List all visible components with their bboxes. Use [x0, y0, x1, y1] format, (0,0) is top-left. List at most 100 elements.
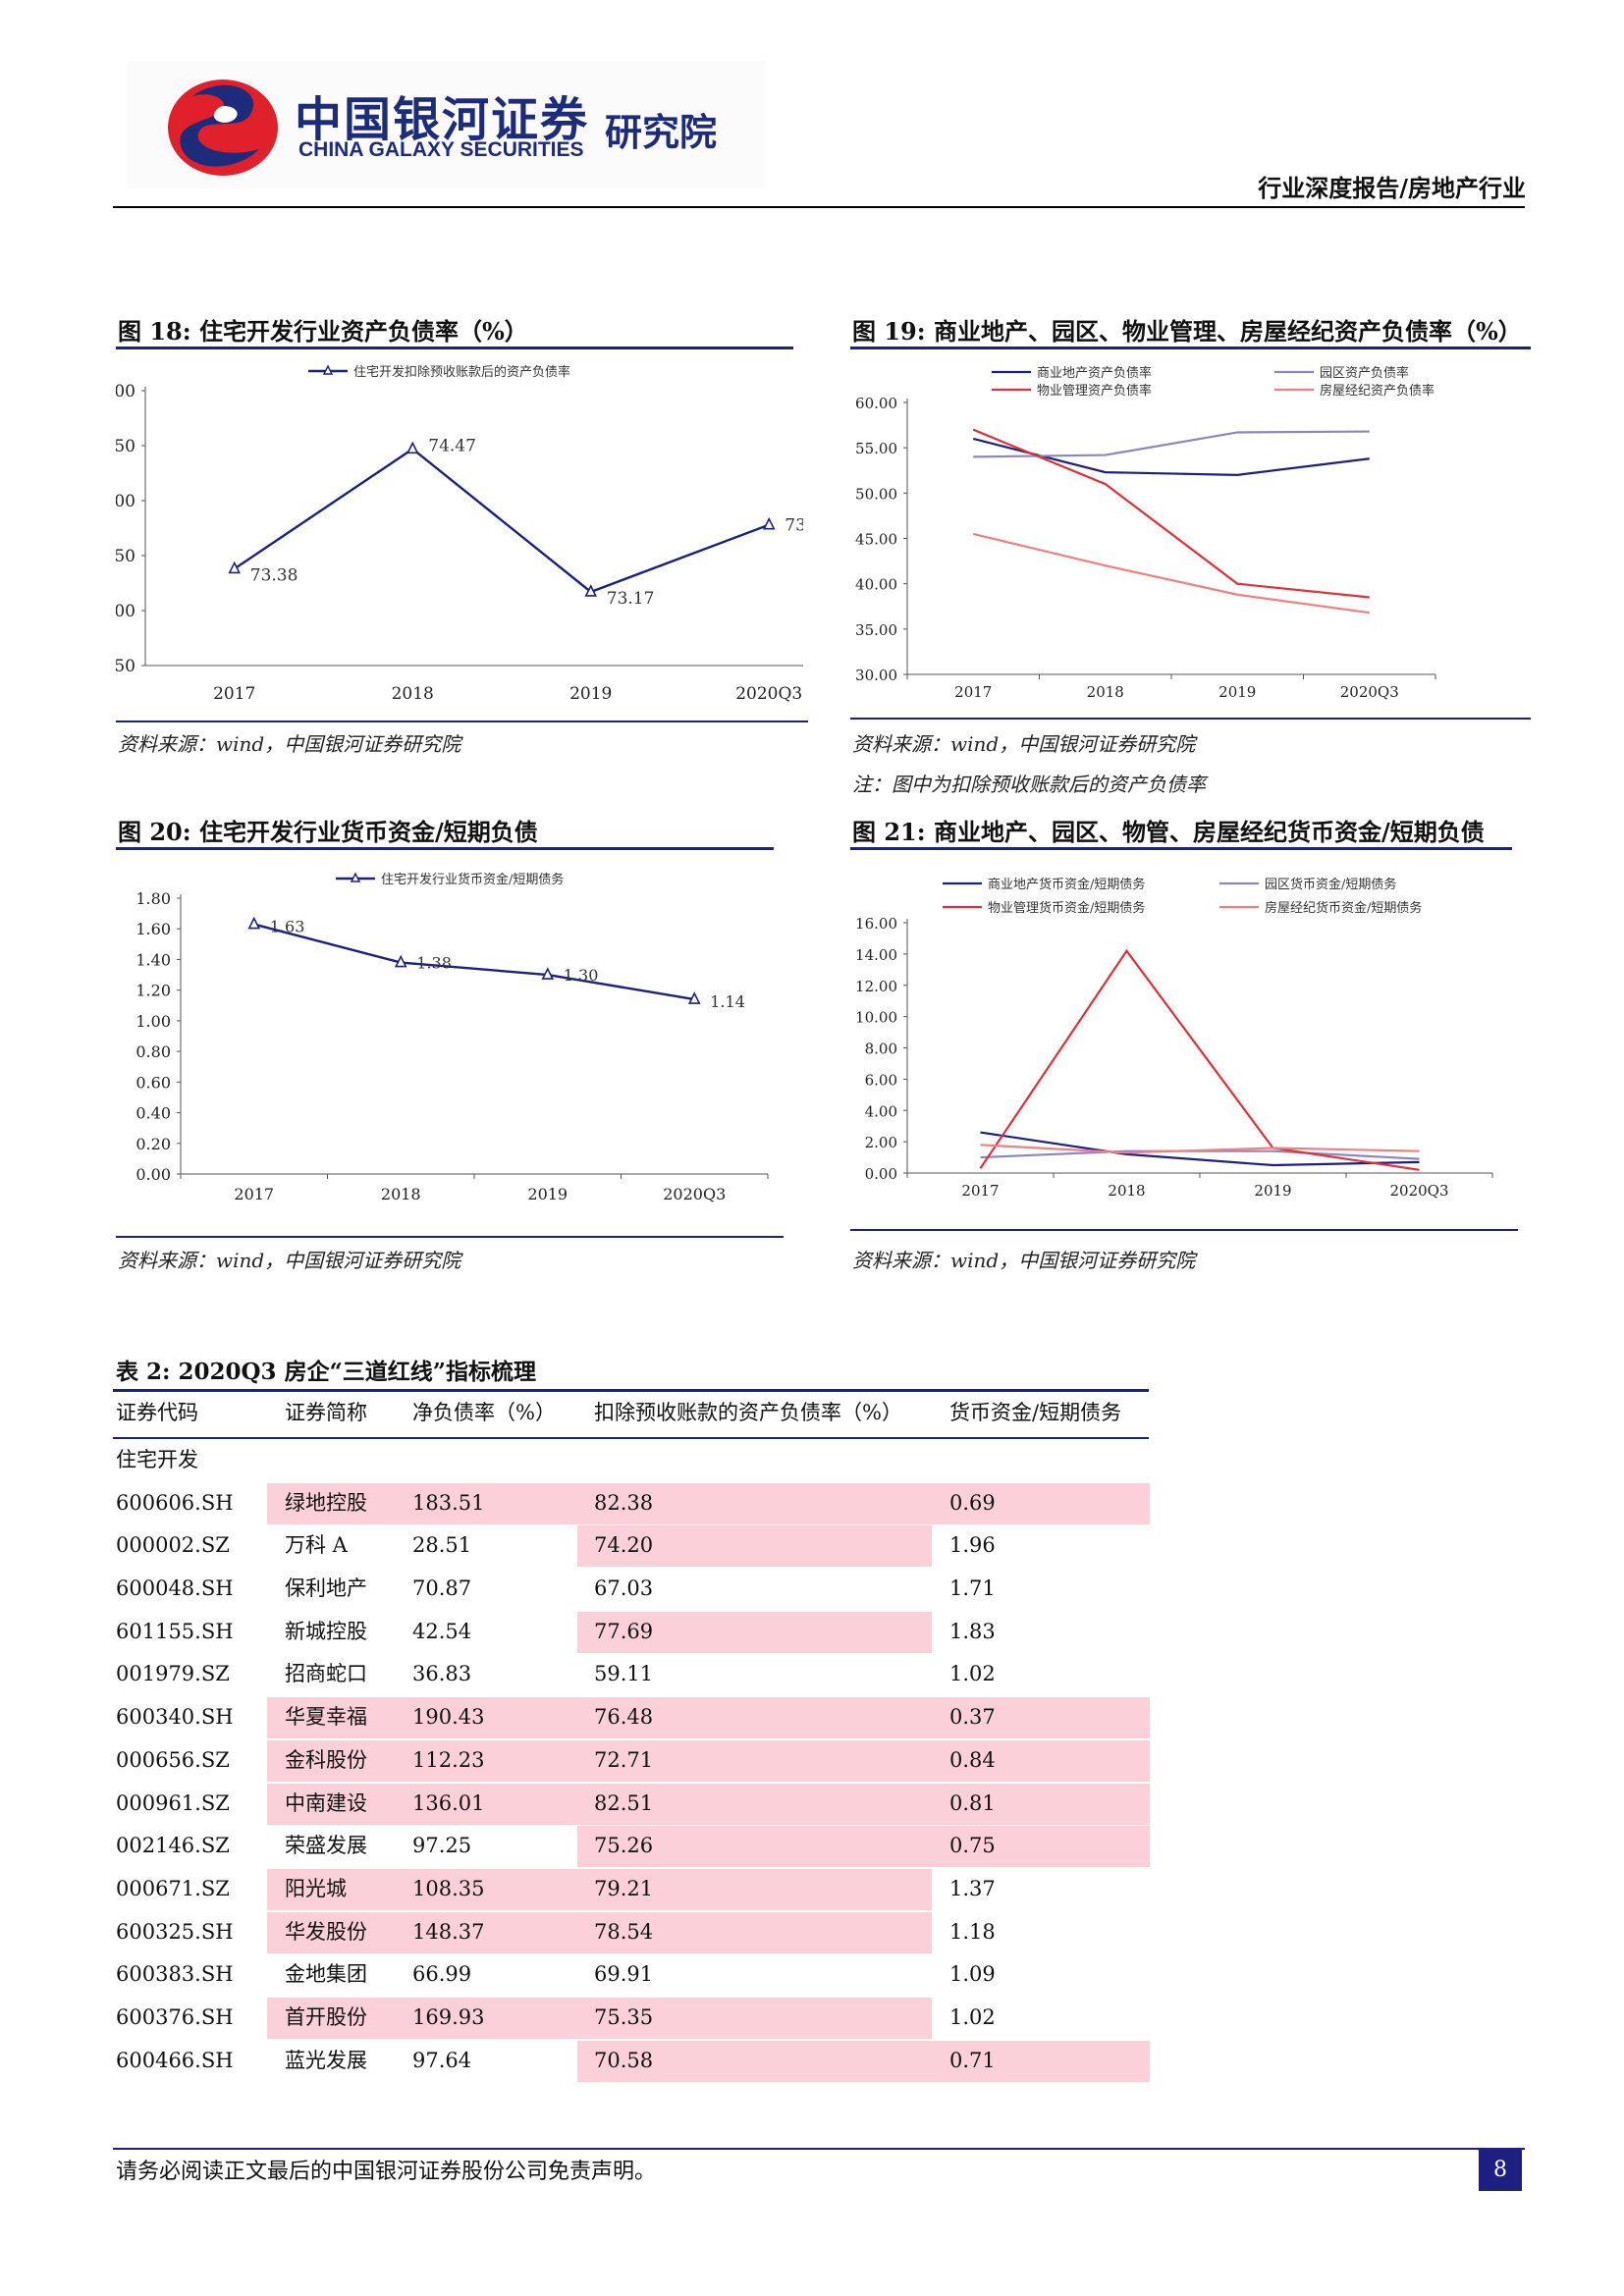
data-label: 73.38 — [250, 565, 298, 585]
table-row: 000656.SZ 金科股份 112.23 72.71 0.84 — [113, 1739, 1150, 1783]
y-tick-label: 40.00 — [855, 576, 897, 594]
data-label: 74.47 — [428, 436, 476, 455]
legend-label: 园区资产负债率 — [1320, 365, 1409, 381]
table-header: 证券代码 证券简称 净负债率（%） 扣除预收账款的资产负债率（%） 货币资金/短… — [113, 1389, 1149, 1439]
y-tick-label: 16.00 — [855, 915, 897, 933]
highlight-cell — [577, 1525, 932, 1568]
data-point-marker — [228, 561, 242, 574]
x-tick-label: 2020Q3 — [663, 1185, 726, 1203]
highlight-cell — [577, 1783, 932, 1825]
header-debt-ratio: 扣除预收账款的资产负债率（%） — [594, 1401, 902, 1424]
y-tick-label: 1.80 — [135, 889, 171, 908]
legend-label: 房屋经纪货币资金/短期债务 — [1265, 900, 1422, 916]
cell-debt-ratio: 74.20 — [594, 1533, 654, 1558]
header-name: 证券简称 — [285, 1401, 367, 1424]
y-tick-label: 12.00 — [855, 978, 897, 995]
legend-label: 商业地产资产负债率 — [1037, 365, 1152, 381]
series-line-1 — [980, 1149, 1420, 1160]
page-number: 8 — [1479, 2150, 1522, 2191]
fig20-bottom-rule — [116, 1236, 784, 1238]
highlight-cell — [577, 1911, 932, 1953]
cell-debt-ratio: 82.51 — [594, 1790, 654, 1815]
cell-name: 华发股份 — [285, 1919, 367, 1944]
highlight-cell — [267, 1868, 577, 1910]
x-tick-label: 2020Q3 — [1340, 683, 1399, 701]
fig18-chart: 72.50 73.00 73.50 74.00 74.50 75.00 2017 2018 20… — [116, 364, 803, 704]
y-tick-label: 6.00 — [865, 1071, 897, 1089]
cell-code: 001979.SZ — [116, 1662, 230, 1686]
y-tick-label: 55.00 — [855, 440, 897, 457]
highlight-cell — [932, 1826, 1150, 1868]
data-label: 1.14 — [710, 992, 745, 1011]
y-tick-label: 74.50 — [116, 437, 135, 456]
cell-net-debt: 108.35 — [412, 1876, 485, 1900]
cell-code: 600340.SH — [116, 1705, 234, 1730]
cell-code: 002146.SZ — [116, 1834, 230, 1858]
cell-net-debt: 190.43 — [412, 1705, 485, 1730]
cell-debt-ratio: 76.48 — [594, 1705, 654, 1730]
highlight-cell — [577, 1611, 932, 1653]
highlight-cell — [577, 1697, 932, 1739]
footer-divider — [113, 2148, 1525, 2150]
y-tick-label: 0.20 — [135, 1135, 171, 1153]
table-row: 600325.SH 华发股份 148.37 78.54 1.18 — [113, 1911, 1149, 1954]
y-tick-label: 0.00 — [865, 1165, 897, 1183]
fig18-title: 图 18: 住宅开发行业资产负债率（%） — [118, 317, 528, 346]
highlight-cell — [267, 1783, 577, 1825]
data-label: 1.63 — [270, 918, 305, 936]
cell-cash-ratio: 1.71 — [949, 1576, 996, 1601]
fig19-title: 图 19: 商业地产、园区、物业管理、房屋经纪资产负债率（%） — [852, 317, 1522, 346]
galaxy-logo-icon — [168, 80, 278, 176]
cell-debt-ratio: 67.03 — [594, 1576, 654, 1601]
x-tick-label: 2020Q3 — [1389, 1182, 1448, 1200]
legend-label: 物业管理资产负债率 — [1037, 383, 1152, 399]
cell-debt-ratio: 69.91 — [594, 1962, 654, 1987]
legend-marker — [350, 872, 361, 882]
y-tick-label: 2.00 — [865, 1134, 897, 1151]
data-point-marker — [584, 584, 598, 597]
y-tick-label: 73.00 — [116, 602, 135, 621]
cell-cash-ratio: 1.09 — [949, 1962, 996, 1987]
fig21-title: 图 21: 商业地产、园区、物管、房屋经纪货币资金/短期负债 — [852, 818, 1485, 846]
cell-code: 600048.SH — [116, 1576, 234, 1601]
cell-code: 000671.SZ — [116, 1876, 230, 1900]
table-row: 600383.SH 金地集团 66.99 69.91 1.09 — [113, 1953, 1149, 1997]
y-tick-label: 0.40 — [135, 1104, 171, 1123]
y-tick-label: 1.00 — [135, 1012, 171, 1031]
cell-name: 保利地产 — [285, 1576, 367, 1601]
fig19-note: 注：图中为扣除预收账款后的资产负债率 — [852, 773, 1206, 796]
cell-cash-ratio: 1.02 — [949, 1662, 996, 1686]
cell-name: 蓝光发展 — [285, 2048, 367, 2072]
data-label: 1.38 — [416, 954, 452, 973]
cell-cash-ratio: 0.75 — [949, 1834, 996, 1858]
cell-cash-ratio: 1.37 — [949, 1876, 996, 1900]
cell-cash-ratio: 0.84 — [949, 1747, 996, 1772]
table-row: 000961.SZ 中南建设 136.01 82.51 0.81 — [113, 1783, 1150, 1826]
table-row: 600606.SH 绿地控股 183.51 82.38 0.69 — [113, 1482, 1150, 1525]
series-line-0 — [253, 923, 695, 1001]
x-tick-label: 2017 — [954, 683, 992, 701]
cell-debt-ratio: 70.58 — [594, 2048, 654, 2072]
red-lines-table: 证券代码 证券简称 净负债率（%） 扣除预收账款的资产负债率（%） 货币资金/短… — [113, 1389, 1150, 2083]
cell-name: 中南建设 — [285, 1790, 367, 1815]
fig19-rule — [850, 347, 1531, 349]
cell-cash-ratio: 1.02 — [949, 2004, 996, 2029]
x-tick-label: 2018 — [1108, 1182, 1145, 1200]
fig21-rule — [850, 847, 1512, 850]
cell-debt-ratio: 82.38 — [594, 1490, 654, 1515]
logo-company-name: 中国银河证券 — [295, 92, 590, 147]
header-divider — [113, 206, 1525, 208]
cell-debt-ratio: 75.35 — [594, 2004, 654, 2029]
data-label: 73.17 — [607, 589, 655, 609]
fig19-bottom-rule — [850, 718, 1531, 720]
cell-debt-ratio: 59.11 — [594, 1662, 654, 1686]
cell-net-debt: 136.01 — [412, 1790, 485, 1815]
cell-net-debt: 42.54 — [412, 1619, 472, 1643]
table-row: 600466.SH 蓝光发展 97.64 70.58 0.71 — [113, 2040, 1150, 2083]
cell-name: 金科股份 — [285, 1747, 367, 1772]
series-line-2 — [972, 428, 1370, 599]
cell-debt-ratio: 72.71 — [594, 1747, 654, 1772]
highlight-cell — [577, 1997, 932, 2039]
cell-cash-ratio: 0.37 — [949, 1705, 996, 1730]
y-tick-label: 72.50 — [116, 657, 135, 676]
